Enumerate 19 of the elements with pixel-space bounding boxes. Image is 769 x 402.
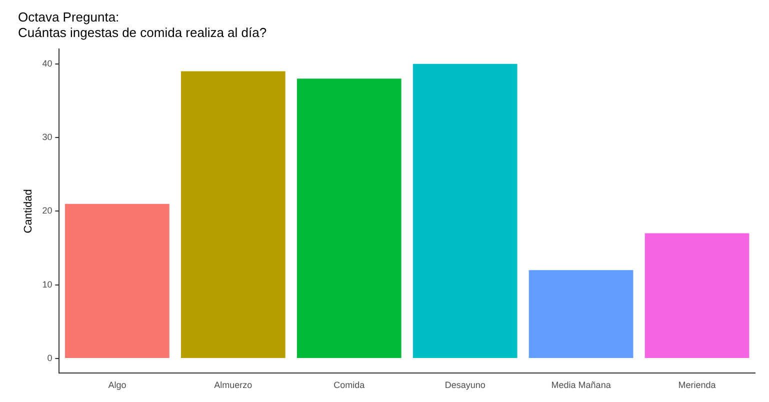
- y-tick-label: 10: [42, 279, 52, 290]
- bar: [65, 204, 170, 358]
- bar: [180, 71, 286, 358]
- y-axis-title: Cantidad: [22, 189, 35, 234]
- chart-title: Octava Pregunta: Cuántas ingestas de comida realiza al día?: [18, 9, 267, 40]
- x-tick-label: Algo: [108, 380, 126, 390]
- x-tick-label: Comida: [334, 380, 365, 390]
- x-tick-label: Almuerzo: [214, 380, 252, 390]
- bar: [412, 64, 518, 358]
- bar: [528, 270, 634, 358]
- y-tick-label: 30: [42, 132, 52, 142]
- x-tick-label: Merienda: [678, 380, 716, 390]
- bar: [296, 78, 402, 358]
- y-tick-label: 0: [47, 352, 52, 363]
- y-tick-label: 20: [42, 206, 52, 216]
- x-tick-label: Desayuno: [444, 380, 486, 390]
- x-tick-label: Media Mañana: [551, 380, 611, 390]
- bar: [644, 233, 750, 358]
- y-tick-label: 40: [42, 58, 52, 68]
